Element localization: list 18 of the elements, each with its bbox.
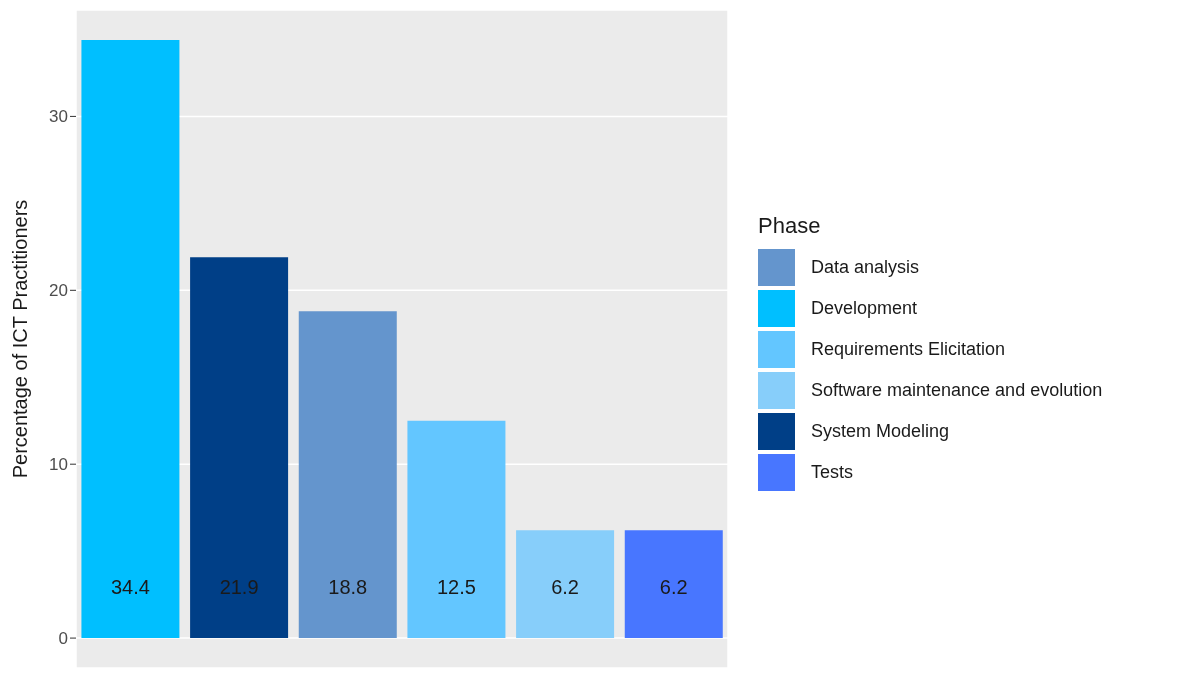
data-label: 6.2 bbox=[551, 576, 580, 599]
data-label: 12.5 bbox=[436, 576, 476, 599]
data-label: 34.4 bbox=[110, 576, 150, 599]
y-tick-label: 0 bbox=[58, 629, 68, 649]
y-tick-label: 20 bbox=[49, 281, 68, 301]
y-tick-label: 10 bbox=[49, 455, 68, 475]
data-label: 6.2 bbox=[659, 576, 688, 599]
y-axis-title: Percentage of ICT Practitioners bbox=[9, 199, 32, 479]
legend-label: Tests bbox=[811, 462, 854, 483]
data-label: 18.8 bbox=[328, 576, 368, 599]
legend-label: System Modeling bbox=[811, 421, 950, 442]
data-label: 21.9 bbox=[219, 576, 259, 599]
legend-label: Software maintenance and evolution bbox=[811, 380, 1103, 401]
legend-label: Development bbox=[811, 298, 918, 319]
legend-label: Requirements Elicitation bbox=[811, 339, 1006, 360]
legend-title: Phase bbox=[758, 213, 822, 239]
y-tick-label: 30 bbox=[49, 107, 68, 127]
legend-label: Data analysis bbox=[811, 257, 920, 278]
